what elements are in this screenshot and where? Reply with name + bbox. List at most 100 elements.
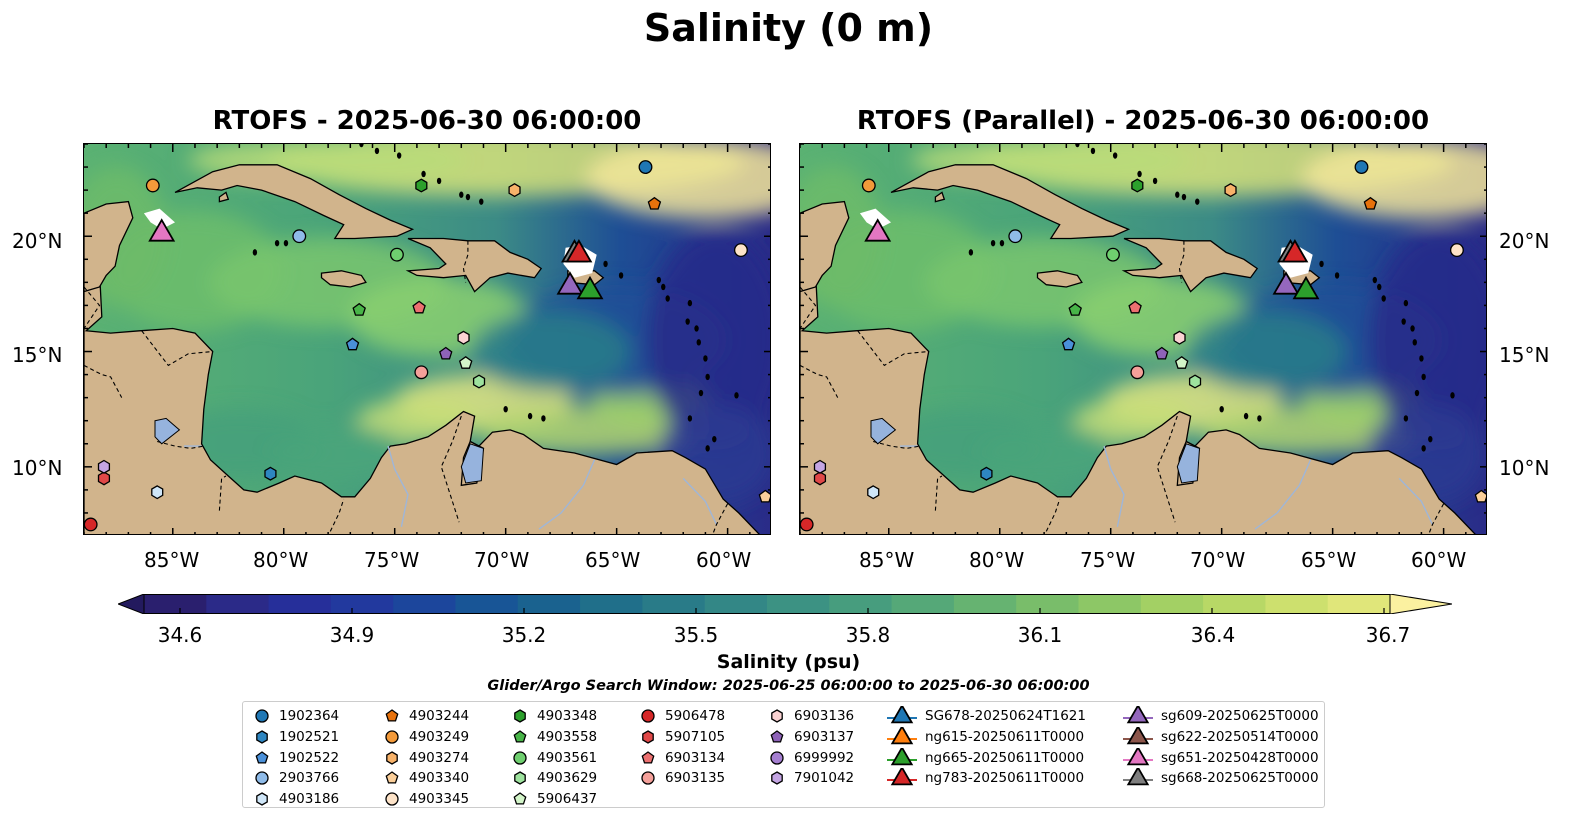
legend-label: 7901042 xyxy=(794,770,855,787)
legend-marker xyxy=(771,771,783,786)
island xyxy=(374,147,380,155)
argo-float-6903137 xyxy=(1155,346,1169,360)
legend-marker xyxy=(1126,727,1150,745)
lake xyxy=(154,417,181,445)
colorbar-bin xyxy=(1265,594,1329,614)
legend-label: 6903137 xyxy=(794,729,855,746)
land-isla-juventud xyxy=(218,191,230,203)
island xyxy=(1112,152,1118,159)
argo-float-4903340 xyxy=(1474,489,1486,503)
lon-tick-label: 75°W xyxy=(1080,548,1136,572)
no-data-patch xyxy=(143,208,175,230)
island xyxy=(1428,435,1433,443)
island xyxy=(479,198,484,205)
legend-entry: 1902364 xyxy=(253,706,339,727)
land-jamaica xyxy=(320,270,367,288)
argo-float-6903135 xyxy=(1130,365,1145,380)
legend-marker xyxy=(256,730,268,744)
land-yucatan xyxy=(800,200,850,293)
lat-tick-label: 15°N xyxy=(1499,343,1550,367)
legend-entry: 1902521 xyxy=(253,727,339,748)
argo-float-6903134 xyxy=(412,300,426,314)
lon-tick-label: 60°W xyxy=(1411,548,1467,572)
glider-ng665-20250611T0000 xyxy=(1292,275,1320,300)
colorbar-tick-label: 34.9 xyxy=(329,623,375,647)
legend-label: 4903340 xyxy=(409,770,470,787)
legend-marker xyxy=(385,730,399,744)
argo-float-4903249 xyxy=(861,178,876,193)
colorbar-bin xyxy=(1078,594,1142,614)
country-border xyxy=(857,330,929,367)
legend-marker xyxy=(255,750,269,764)
island xyxy=(1421,445,1426,452)
colorbar-bin xyxy=(206,594,270,614)
legend-marker xyxy=(255,771,269,786)
island xyxy=(252,249,258,256)
country-border xyxy=(1156,415,1178,523)
country-border xyxy=(800,286,817,329)
island xyxy=(734,392,739,399)
island xyxy=(527,412,533,420)
colorbar-tick-label: 35.5 xyxy=(673,623,719,647)
legend-entry: 6999992 xyxy=(768,747,854,768)
argo-float-7901042 xyxy=(97,459,111,474)
legend-marker-circle-icon xyxy=(255,771,269,786)
island xyxy=(1195,198,1200,205)
colorbar-bin xyxy=(1203,594,1266,614)
legend-marker-circle-icon xyxy=(513,751,527,765)
argo-float-4903561 xyxy=(1105,247,1120,262)
legend-column: SG678-20250624T1621 ng615-20250611T0000 ng… xyxy=(887,706,1086,789)
legend-column: 4903348 4903558 4903561 4903629 5906437 xyxy=(511,706,597,809)
island xyxy=(503,405,508,413)
argo-float-5906437 xyxy=(1174,356,1189,369)
lake xyxy=(460,443,485,484)
axis-ticks xyxy=(800,144,1486,534)
legend-marker-circle-icon xyxy=(385,730,399,744)
legend-label: 4903345 xyxy=(409,791,470,808)
legend-marker xyxy=(255,709,269,723)
island xyxy=(1243,412,1249,420)
lat-tick-label: 20°N xyxy=(12,229,63,253)
legend-entry: 4903345 xyxy=(383,789,469,810)
lon-tick-label: 85°W xyxy=(859,548,915,572)
colorbar-bin xyxy=(455,594,519,614)
argo-float-5907105 xyxy=(813,471,827,486)
land-hispaniola xyxy=(1121,237,1259,293)
colorbar-bin xyxy=(642,594,706,614)
island xyxy=(1419,355,1424,362)
legend-entry: 4903186 xyxy=(253,789,339,810)
legend-entry: sg668-20250625T0000 xyxy=(1123,768,1319,789)
legend-marker-pentagon-icon xyxy=(385,709,399,722)
land-cuba xyxy=(174,164,415,240)
legend-label: 4903629 xyxy=(537,770,598,787)
legend-marker-hexagon-icon xyxy=(642,730,654,744)
argo-float-4903558 xyxy=(352,302,366,316)
legend-entry: 6903137 xyxy=(768,727,854,748)
colorbar-tick-label: 35.8 xyxy=(845,623,891,647)
legend-entry: 4903561 xyxy=(511,747,597,768)
axis-ticks xyxy=(84,144,770,534)
island xyxy=(968,249,974,256)
legend-label: SG678-20250624T1621 xyxy=(925,708,1086,725)
argo-float-5906478 xyxy=(800,517,814,532)
argo-float-4903274 xyxy=(508,183,521,198)
lon-tick-label: 65°W xyxy=(1301,548,1357,572)
country-border xyxy=(800,364,839,398)
island xyxy=(1257,415,1262,422)
legend-entry: SG678-20250624T1621 xyxy=(887,706,1086,727)
river xyxy=(1398,477,1434,525)
country-border xyxy=(440,415,462,523)
colorbar-gradient xyxy=(116,593,1453,615)
island xyxy=(1175,191,1180,198)
argo-float-4903629 xyxy=(1188,374,1202,389)
legend-marker xyxy=(641,771,655,786)
legend-label: 2903766 xyxy=(279,770,340,787)
country-border xyxy=(873,440,920,449)
colorbar xyxy=(116,593,1453,615)
salinity-patches xyxy=(84,144,770,506)
lon-tick-label: 65°W xyxy=(585,548,641,572)
legend-marker-triangle-icon xyxy=(887,727,917,745)
legend-marker xyxy=(1126,747,1150,766)
legend-label: 4903274 xyxy=(409,749,470,766)
argo-float-5906437 xyxy=(458,356,473,369)
